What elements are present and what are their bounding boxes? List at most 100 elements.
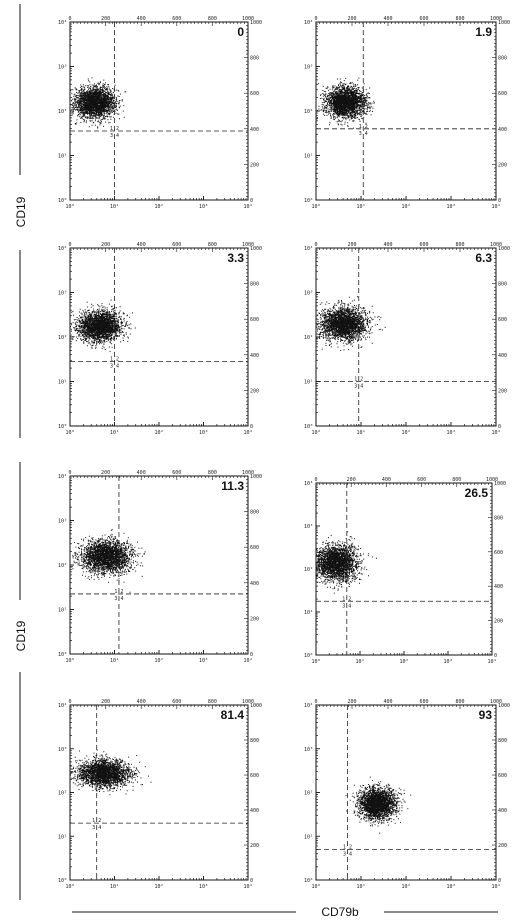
bottom-tick-label: 10¹ xyxy=(356,430,365,436)
left-tick-label: 10¹ xyxy=(304,610,313,616)
left-tick-label: 10¹ xyxy=(304,834,313,840)
right-tick-label: 600 xyxy=(494,550,503,556)
top-tick-label: 0 xyxy=(68,242,71,248)
top-tick-label: 200 xyxy=(101,16,110,22)
top-tick-label: 400 xyxy=(137,242,146,248)
bottom-tick-label: 10³ xyxy=(446,204,455,210)
top-tick-label: 1000 xyxy=(490,16,502,22)
top-tick-label: 400 xyxy=(137,699,146,705)
bottom-tick-label: 10³ xyxy=(446,884,455,890)
scatter-points xyxy=(70,77,127,129)
top-tick-label: 800 xyxy=(455,242,464,248)
top-tick-label: 0 xyxy=(314,477,317,483)
left-tick-label: 10³ xyxy=(304,524,313,530)
top-tick-label: 400 xyxy=(383,699,392,705)
left-tick-label: 10³ xyxy=(304,291,313,297)
scatter-points xyxy=(70,749,152,796)
top-tick-label: 400 xyxy=(382,477,391,483)
left-tick-label: 10³ xyxy=(304,65,313,71)
bottom-tick-label: 10² xyxy=(401,204,410,210)
bottom-tick-label: 10² xyxy=(401,430,410,436)
left-tick-label: 10² xyxy=(58,563,67,569)
ylabel-top: CD19 xyxy=(14,196,28,227)
top-tick-label: 0 xyxy=(68,699,71,705)
right-tick-label: 600 xyxy=(498,317,507,323)
quadrant-label-upper: 1 2 xyxy=(110,356,119,362)
right-tick-label: 600 xyxy=(250,317,259,323)
bottom-tick-label: 10³ xyxy=(199,204,208,210)
bottom-tick-label: 10⁰ xyxy=(311,204,320,210)
right-tick-label: 1000 xyxy=(250,20,262,26)
bottom-tick-label: 10⁴ xyxy=(491,430,500,436)
quadrant-label-lower: 3 4 xyxy=(110,133,119,139)
right-tick-label: 0 xyxy=(498,424,501,430)
right-tick-label: 200 xyxy=(250,843,259,849)
percentage-label: 3.3 xyxy=(227,251,244,265)
right-tick-label: 800 xyxy=(498,282,507,288)
top-tick-label: 0 xyxy=(314,699,317,705)
bottom-tick-label: 10¹ xyxy=(110,884,119,890)
top-tick-label: 800 xyxy=(208,699,217,705)
percentage-label: 26.5 xyxy=(465,486,489,500)
right-tick-label: 0 xyxy=(498,198,501,204)
left-tick-label: 10⁴ xyxy=(304,246,313,252)
left-tick-label: 10⁴ xyxy=(58,246,67,252)
ylabel-bottom: CD19 xyxy=(14,620,28,651)
right-tick-label: 600 xyxy=(498,773,507,779)
bottom-tick-label: 10¹ xyxy=(356,204,365,210)
left-tick-label: 10³ xyxy=(304,747,313,753)
right-tick-label: 400 xyxy=(494,584,503,590)
quadrant-label-lower: 3 4 xyxy=(110,363,119,369)
scatter-points xyxy=(345,776,412,834)
left-tick-label: 10⁴ xyxy=(58,703,67,709)
quadrant-label-lower: 3 4 xyxy=(114,596,123,602)
right-tick-label: 0 xyxy=(494,653,497,659)
top-tick-label: 400 xyxy=(383,16,392,22)
quadrant-label-upper: 1 2 xyxy=(92,818,101,824)
left-tick-label: 10⁰ xyxy=(58,424,67,430)
bottom-tick-label: 10¹ xyxy=(356,884,365,890)
bottom-tick-label: 10¹ xyxy=(110,430,119,436)
right-tick-label: 400 xyxy=(250,127,259,133)
left-tick-label: 10¹ xyxy=(58,380,67,386)
bottom-tick-label: 10¹ xyxy=(110,658,119,664)
scatter-points xyxy=(316,531,377,594)
quadrant-label-upper: 1 2 xyxy=(114,589,123,595)
left-tick-label: 10² xyxy=(58,335,67,341)
bottom-tick-label: 10⁰ xyxy=(65,658,74,664)
bottom-tick-label: 10⁴ xyxy=(243,884,252,890)
percentage-label: 6.3 xyxy=(475,251,492,265)
top-tick-label: 600 xyxy=(417,477,426,483)
right-tick-label: 400 xyxy=(250,808,259,814)
left-tick-label: 10¹ xyxy=(58,154,67,160)
top-tick-label: 200 xyxy=(347,242,356,248)
bottom-tick-label: 10³ xyxy=(199,430,208,436)
right-tick-label: 800 xyxy=(498,738,507,744)
top-tick-label: 600 xyxy=(172,16,181,22)
top-tick-label: 0 xyxy=(314,16,317,22)
left-tick-label: 10² xyxy=(58,109,67,115)
top-tick-label: 0 xyxy=(68,16,71,22)
bottom-tick-label: 10⁴ xyxy=(243,204,252,210)
top-tick-label: 400 xyxy=(383,242,392,248)
right-tick-label: 1000 xyxy=(498,20,510,26)
left-tick-label: 10⁰ xyxy=(58,652,67,658)
left-tick-label: 10³ xyxy=(58,291,67,297)
left-tick-label: 10¹ xyxy=(304,380,313,386)
quadrant-label-upper: 1 2 xyxy=(110,126,119,132)
bottom-tick-label: 10² xyxy=(399,659,408,665)
top-tick-label: 1000 xyxy=(242,16,254,22)
right-tick-label: 1000 xyxy=(250,474,262,480)
percentage-label: 93 xyxy=(479,708,493,722)
quadrant-label-upper: 1 2 xyxy=(343,844,352,850)
bottom-tick-label: 10³ xyxy=(199,884,208,890)
top-tick-label: 400 xyxy=(137,470,146,476)
right-tick-label: 400 xyxy=(498,127,507,133)
left-tick-label: 10⁰ xyxy=(58,198,67,204)
scatter-points xyxy=(70,299,136,352)
